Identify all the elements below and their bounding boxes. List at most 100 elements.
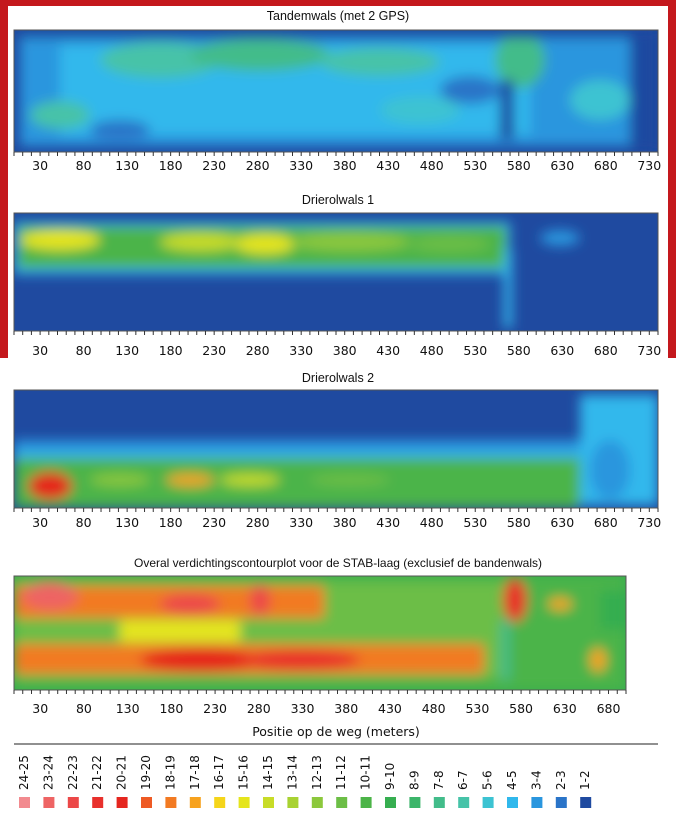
x-tick-label: 580 bbox=[509, 701, 533, 716]
x-tick-label: 330 bbox=[291, 701, 315, 716]
x-tick-label: 330 bbox=[289, 343, 313, 358]
axes-layer: 30 80 130 180 230 280 330 380 430 480 530 580 630 680… bbox=[13, 152, 661, 716]
legend-swatch bbox=[116, 797, 128, 808]
x-tick-label: 130 bbox=[115, 158, 139, 173]
legend-swatch bbox=[238, 797, 250, 808]
legend-label: 19-20 bbox=[139, 755, 153, 790]
x-tick-label: 380 bbox=[333, 515, 357, 530]
legend-label: 5-6 bbox=[481, 770, 495, 790]
legend-swatch bbox=[580, 797, 592, 808]
heatmap-2 bbox=[14, 213, 658, 331]
x-tick-label: 80 bbox=[76, 343, 92, 358]
legend-label: 4-5 bbox=[505, 770, 519, 790]
x-tick-label: 380 bbox=[333, 343, 357, 358]
x-tick-label: 180 bbox=[159, 701, 183, 716]
x-tick-label: 480 bbox=[422, 701, 446, 716]
x-tick-label: 380 bbox=[334, 701, 358, 716]
x-tick-label: 730 bbox=[637, 343, 661, 358]
x-tick-label: 130 bbox=[116, 701, 140, 716]
legend-label: 16-17 bbox=[212, 755, 226, 790]
x-tick-label: 280 bbox=[247, 701, 271, 716]
legend-label: 21-22 bbox=[90, 755, 104, 790]
legend-label: 2-3 bbox=[554, 770, 568, 790]
x-tick-label: 730 bbox=[637, 515, 661, 530]
x-tick-label: 280 bbox=[246, 515, 270, 530]
legend-swatch bbox=[507, 797, 518, 808]
x-tick-label: 280 bbox=[246, 343, 270, 358]
x-tick-label: 680 bbox=[594, 158, 618, 173]
x-tick-label: 680 bbox=[594, 515, 618, 530]
x-tick-label: 630 bbox=[553, 701, 577, 716]
legend-label: 6-7 bbox=[456, 770, 470, 790]
legend-swatch bbox=[189, 797, 201, 808]
x-tick-label: 680 bbox=[594, 343, 618, 358]
x-tick-label: 480 bbox=[420, 515, 444, 530]
legend-label: 3-4 bbox=[529, 770, 543, 790]
x-tick-label: 630 bbox=[550, 158, 574, 173]
x-tick-label: 230 bbox=[202, 343, 226, 358]
x-axis-label: Positie op de weg (meters) bbox=[252, 724, 420, 739]
x-tick-label: 580 bbox=[507, 515, 531, 530]
legend-swatch bbox=[336, 797, 348, 808]
legend-label: 20-21 bbox=[115, 755, 129, 790]
x-tick-label: 80 bbox=[76, 515, 92, 530]
x-tick-label: 430 bbox=[376, 343, 400, 358]
heatmap-4 bbox=[14, 576, 626, 690]
x-tick-label: 180 bbox=[159, 158, 183, 173]
panel-title-3: Drierolwals 2 bbox=[301, 371, 375, 385]
legend-label: 8-9 bbox=[407, 770, 421, 790]
legend-swatch bbox=[360, 797, 372, 808]
legend-swatch bbox=[165, 797, 177, 808]
legend-label: 22-23 bbox=[66, 755, 80, 790]
x-tick-label: 30 bbox=[32, 158, 48, 173]
legend-swatch bbox=[67, 797, 79, 808]
x-tick-label: 330 bbox=[289, 158, 313, 173]
legend-label: 13-14 bbox=[285, 755, 299, 790]
red-frame-top bbox=[0, 0, 676, 6]
x-tick-label: 430 bbox=[376, 515, 400, 530]
x-tick-label: 430 bbox=[378, 701, 402, 716]
x-tick-label: 330 bbox=[289, 515, 313, 530]
x-tick-label: 580 bbox=[507, 343, 531, 358]
x-tick-label: 230 bbox=[203, 701, 227, 716]
x-tick-label: 380 bbox=[333, 158, 357, 173]
x-tick-label: 230 bbox=[202, 158, 226, 173]
legend-label: 14-15 bbox=[261, 755, 275, 790]
legend-label: 17-18 bbox=[188, 755, 202, 790]
x-tick-label: 580 bbox=[507, 158, 531, 173]
x-tick-label: 480 bbox=[420, 343, 444, 358]
legend-label: 23-24 bbox=[41, 755, 55, 790]
legend-label: 7-8 bbox=[432, 770, 446, 790]
legend-swatch bbox=[214, 797, 226, 808]
legend-swatch bbox=[287, 797, 299, 808]
x-tick-label: 730 bbox=[637, 158, 661, 173]
panel-title-4: Overal verdichtingscontourplot voor de S… bbox=[134, 556, 542, 570]
legend-swatch bbox=[263, 797, 274, 808]
legend-swatch bbox=[19, 797, 30, 808]
panel-title-2: Drierolwals 1 bbox=[301, 193, 375, 207]
legend-label: 11-12 bbox=[334, 755, 348, 790]
x-tick-label: 530 bbox=[463, 343, 487, 358]
legend-swatch bbox=[482, 797, 494, 808]
legend-swatch bbox=[385, 797, 396, 808]
x-tick-label: 530 bbox=[463, 515, 487, 530]
legend-label: 15-16 bbox=[237, 755, 251, 790]
x-tick-label: 30 bbox=[32, 343, 48, 358]
x-tick-label: 180 bbox=[159, 515, 183, 530]
heatmap-3 bbox=[14, 390, 658, 508]
legend-label: 18-19 bbox=[163, 755, 177, 790]
legend-label: 1-2 bbox=[578, 770, 592, 790]
legend-swatch bbox=[458, 797, 470, 808]
legend-label: 9-10 bbox=[383, 763, 397, 790]
legend-label: 12-13 bbox=[310, 755, 324, 790]
x-tick-label: 30 bbox=[32, 701, 48, 716]
x-tick-label: 230 bbox=[202, 515, 226, 530]
red-frame bbox=[0, 0, 676, 358]
x-tick-label: 30 bbox=[32, 515, 48, 530]
legend-label: 10-11 bbox=[359, 755, 373, 790]
x-tick-label: 80 bbox=[76, 701, 92, 716]
legend-swatch bbox=[311, 797, 323, 808]
panel-title-1: Tandemwals (met 2 GPS) bbox=[266, 9, 410, 23]
x-tick-label: 630 bbox=[550, 515, 574, 530]
